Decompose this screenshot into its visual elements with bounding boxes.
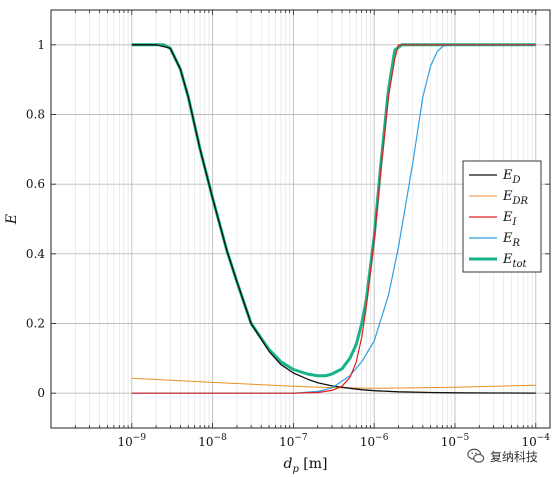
y-tick-label: 0.4 [26,247,45,261]
wechat-icon [467,448,485,463]
x-tick-label: 10−9 [118,433,147,449]
legend-label: ED [502,168,521,186]
y-tick-label: 1 [37,38,45,52]
x-tick-label: 10−4 [521,433,550,449]
x-tick-label: 10−8 [198,433,227,449]
watermark-text: 复纳科技 [489,449,538,464]
y-tick-label: 0.8 [26,108,45,122]
watermark: 复纳科技 [467,447,538,465]
series-line-e-i [131,44,536,394]
legend-label: EDR [502,189,529,207]
y-tick-label: 0 [37,386,45,400]
y-tick-label: 0.6 [26,177,45,191]
x-tick-label: 10−6 [360,433,389,449]
legend-label: EI [502,210,518,228]
series-line-e-d [131,44,536,394]
y-tick-label: 0.2 [26,317,45,331]
plot-frame [50,9,551,429]
x-tick-label: 10−7 [279,433,308,449]
x-tick-label: 10−5 [441,433,470,449]
x-axis-label: dp [m] [283,456,327,475]
legend-label: ER [502,231,521,249]
series-line-e-r [131,44,536,394]
legend-label: Etot [502,252,528,270]
y-axis-label: E [4,214,20,225]
